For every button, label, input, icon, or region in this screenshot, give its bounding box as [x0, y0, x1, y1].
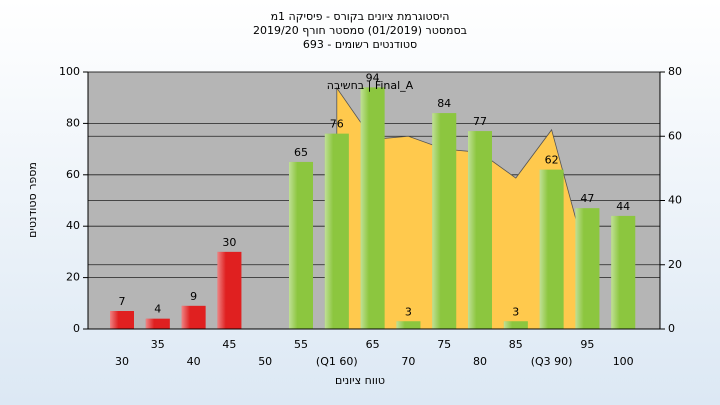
y-tick-label: 80 — [66, 116, 80, 129]
value-label: 77 — [473, 115, 487, 128]
x-tick-label: 65 — [366, 338, 380, 351]
y-tick-label: 20 — [66, 271, 80, 284]
bar-shade — [575, 208, 600, 329]
bar-shade — [324, 133, 349, 329]
value-label: 44 — [616, 200, 630, 213]
bar-shade — [539, 169, 564, 329]
x-axis-label: טווח ציונים — [335, 374, 385, 387]
value-label: 47 — [580, 192, 594, 205]
x-tick-label: 45 — [222, 338, 236, 351]
bar-shade — [611, 215, 636, 329]
x-tick-label: 100 — [613, 355, 634, 368]
bar-shade — [217, 251, 242, 329]
y-tick-label: 40 — [66, 219, 80, 232]
y2-tick-label: 0 — [668, 322, 675, 335]
value-label: 3 — [512, 305, 519, 318]
value-label: 65 — [294, 146, 308, 159]
y-tick-label: 60 — [66, 168, 80, 181]
y-axis-label: מספר סטודנטים — [26, 162, 39, 238]
x-tick-label: 85 — [509, 338, 523, 351]
bar-shade — [145, 318, 170, 329]
y2-tick-label: 80 — [668, 65, 682, 78]
value-label: 62 — [545, 154, 559, 167]
bar-shade — [503, 321, 528, 329]
bar-shade — [468, 131, 492, 329]
y2-tick-label: 60 — [668, 129, 682, 142]
x-tick-label: 35 — [151, 338, 165, 351]
x-tick-label: (Q1 60) — [316, 355, 358, 368]
value-label: 4 — [154, 303, 161, 316]
value-label: 30 — [222, 236, 236, 249]
x-tick-label: 30 — [115, 355, 129, 368]
value-label: 94 — [366, 71, 380, 84]
x-tick-label: 50 — [258, 355, 272, 368]
bar-shade — [432, 113, 457, 330]
x-tick-label: 40 — [187, 355, 201, 368]
x-tick-label: 75 — [437, 338, 451, 351]
bar-shade — [110, 311, 134, 329]
x-tick-label: (Q3 90) — [531, 355, 573, 368]
chart-title: היסטוגרמת ציונים בקורס - פיסיקה 1מ — [271, 10, 450, 23]
y2-tick-label: 20 — [668, 258, 682, 271]
y-tick-label: 0 — [73, 322, 80, 335]
x-tick-label: 55 — [294, 338, 308, 351]
y2-tick-label: 40 — [668, 194, 682, 207]
chart-subtitle: בסמסטר (01/2019) סמסטר חורף 2019/20 — [253, 24, 467, 37]
value-label: 76 — [330, 118, 344, 131]
bar-shade — [360, 87, 385, 329]
bar-shade — [289, 161, 313, 329]
chart-subtitle: סטודנטים רשומים - 693 — [303, 38, 417, 51]
annotation: Final_A | בחשיבה — [327, 79, 414, 92]
value-label: 9 — [190, 290, 197, 303]
value-label: 84 — [437, 97, 451, 110]
y-tick-label: 100 — [59, 65, 80, 78]
value-label: 7 — [119, 295, 126, 308]
value-label: 3 — [405, 305, 412, 318]
x-tick-label: 70 — [401, 355, 415, 368]
x-tick-label: 95 — [580, 338, 594, 351]
bar-shade — [181, 305, 206, 329]
bar-shade — [396, 321, 421, 329]
x-tick-label: 80 — [473, 355, 487, 368]
